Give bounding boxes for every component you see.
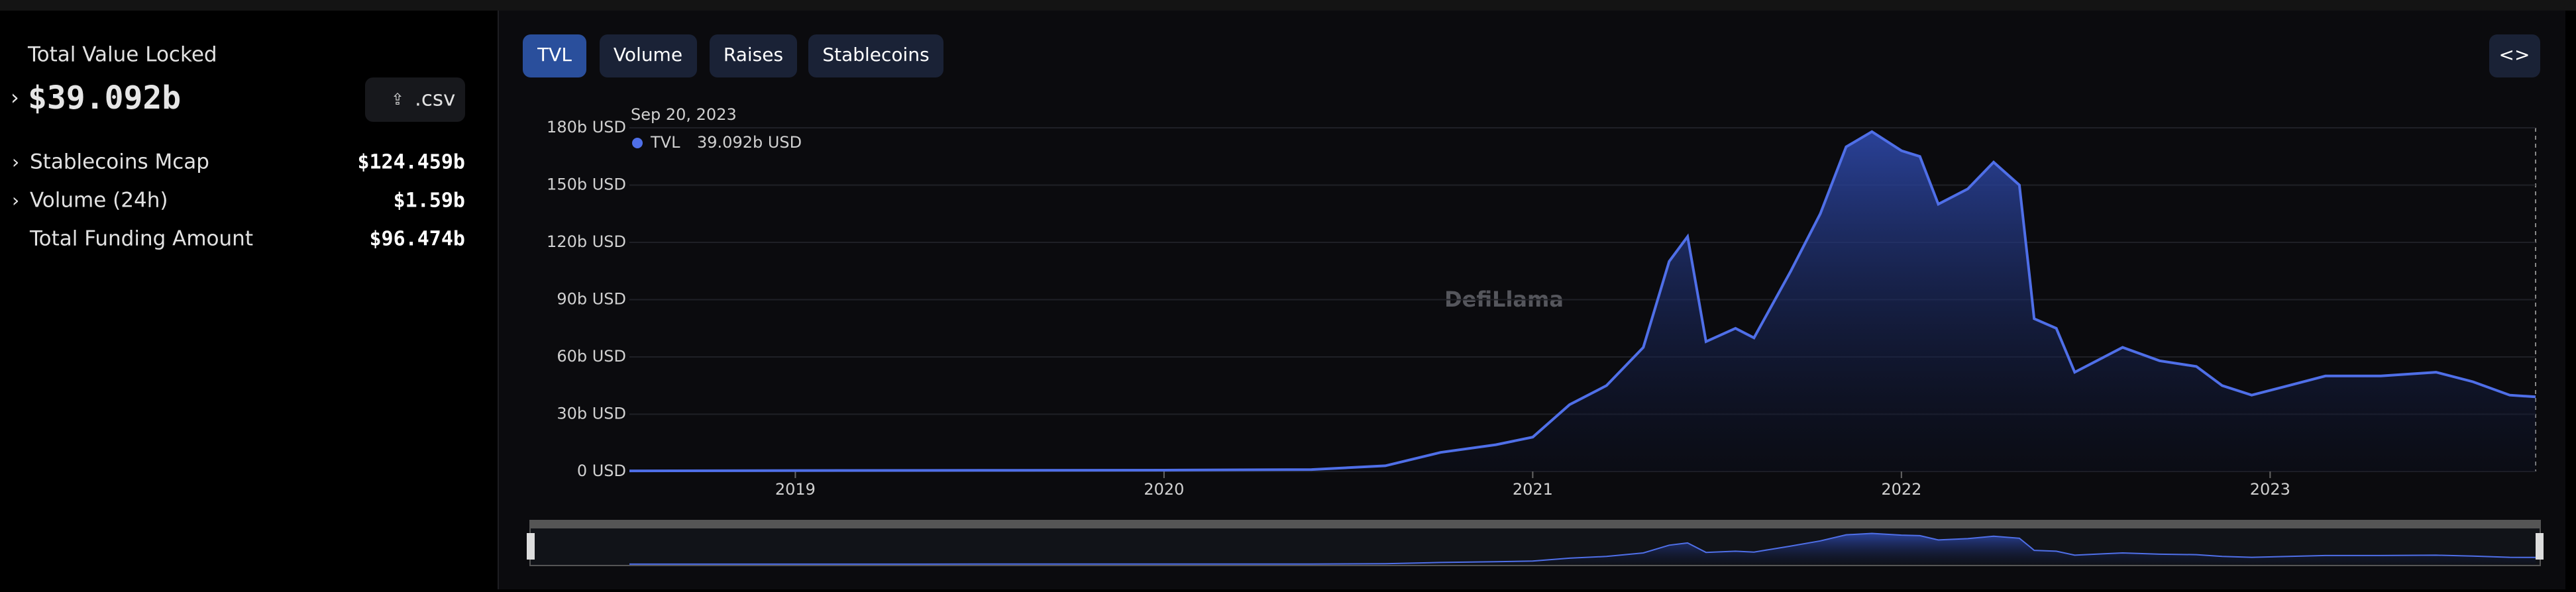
y-tick-label: 90b USD <box>557 290 626 309</box>
tab[interactable] <box>600 34 697 77</box>
csv-text[interactable]: .csv <box>415 87 455 111</box>
tvl-label: Total Value Locked <box>27 43 217 67</box>
x-tick-label: 2019 <box>775 480 816 499</box>
stat-label: Volume (24h) <box>30 189 168 213</box>
legend-dot <box>632 138 643 148</box>
y-tick-label: 180b USD <box>547 118 626 136</box>
y-tick-label: 120b USD <box>547 232 626 251</box>
tvl-line <box>629 130 2536 473</box>
x-tick-label: 2021 <box>1513 480 1553 499</box>
stat-label: Stablecoins Mcap <box>30 150 209 174</box>
tab-label[interactable]: Raises <box>724 44 783 66</box>
brush-handle[interactable] <box>2536 533 2544 560</box>
y-tick-label: 0 USD <box>577 462 626 480</box>
embed-icon[interactable]: <> <box>2499 44 2530 66</box>
chevron[interactable]: › <box>12 151 19 173</box>
mini-area <box>629 533 2536 564</box>
tooltip-date: Sep 20, 2023 <box>631 105 737 124</box>
tab[interactable] <box>808 34 943 77</box>
top-bar <box>0 0 2576 11</box>
tooltip-value: 39.092b USD <box>697 133 802 152</box>
stat-value: $1.59b <box>394 189 465 213</box>
tab[interactable] <box>710 34 797 77</box>
x-tick-label: 2022 <box>1881 480 1921 499</box>
tab-label[interactable]: TVL <box>537 44 572 66</box>
y-tick-label: 150b USD <box>547 175 626 194</box>
tab-label[interactable]: Volume <box>614 44 682 66</box>
chevron[interactable]: › <box>12 189 19 211</box>
stat-label: Total Funding Amount <box>29 227 253 251</box>
legend-label: TVL <box>650 133 680 152</box>
tvl-value: $39.092b <box>28 79 181 117</box>
mini-line <box>629 532 2536 565</box>
chevron[interactable]: › <box>11 85 19 110</box>
x-tick-label: 2020 <box>1144 480 1184 499</box>
tab-label[interactable]: Stablecoins <box>822 44 929 66</box>
csv-button[interactable] <box>365 77 465 122</box>
embed-button[interactable] <box>2489 34 2540 77</box>
stat-value: $96.474b <box>370 228 466 251</box>
csv-icon: ⇪ <box>391 90 404 109</box>
y-tick-label: 60b USD <box>557 347 626 366</box>
stat-value: $124.459b <box>357 151 465 174</box>
y-tick-label: 30b USD <box>557 405 626 423</box>
tab[interactable] <box>523 34 586 77</box>
brush-handle-bar[interactable] <box>530 520 2540 528</box>
brush-handle[interactable] <box>527 533 535 560</box>
tvl-area <box>629 131 2536 472</box>
x-tick-label: 2023 <box>2250 480 2290 499</box>
